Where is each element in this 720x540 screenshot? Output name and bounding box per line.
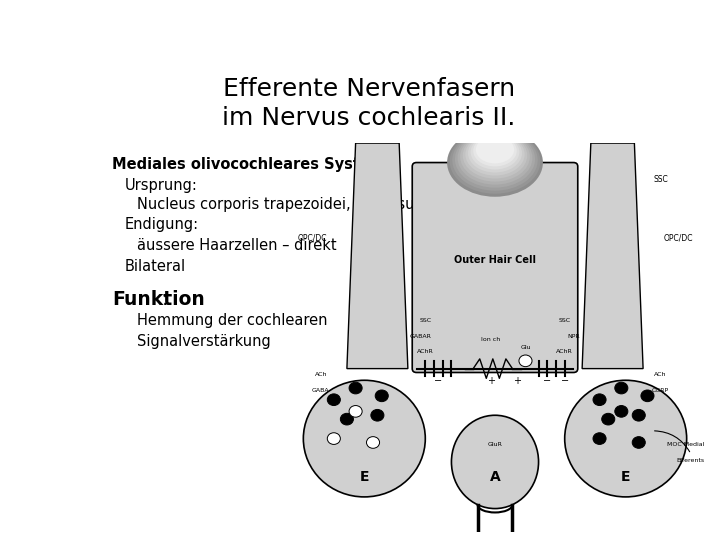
Text: AChR: AChR: [557, 349, 573, 354]
Text: Bilateral: Bilateral: [125, 259, 186, 274]
Text: +: +: [487, 376, 495, 386]
Text: Efferents: Efferents: [676, 458, 704, 463]
Text: ACh: ACh: [315, 373, 327, 377]
Text: +: +: [513, 376, 521, 386]
Text: Glu: Glu: [520, 345, 531, 350]
Ellipse shape: [451, 415, 539, 509]
Ellipse shape: [452, 130, 538, 191]
Circle shape: [593, 433, 606, 444]
Text: Outer Hair Cell: Outer Hair Cell: [454, 255, 536, 265]
Text: Funktion: Funktion: [112, 290, 205, 309]
Text: :: :: [161, 290, 168, 309]
Text: NPR: NPR: [567, 334, 580, 339]
Ellipse shape: [476, 136, 514, 164]
Ellipse shape: [471, 134, 519, 170]
Text: AChR: AChR: [417, 349, 433, 354]
Ellipse shape: [468, 134, 522, 172]
Circle shape: [602, 413, 615, 425]
Text: −: −: [543, 376, 552, 386]
Text: Endigung:: Endigung:: [125, 218, 199, 232]
Circle shape: [615, 406, 628, 417]
Polygon shape: [582, 143, 643, 369]
Text: Ursprung:: Ursprung:: [125, 178, 197, 193]
Circle shape: [632, 437, 645, 448]
Circle shape: [632, 409, 645, 421]
FancyBboxPatch shape: [413, 163, 577, 373]
Circle shape: [328, 394, 341, 406]
Ellipse shape: [303, 380, 426, 497]
Text: A: A: [490, 470, 500, 484]
Text: E: E: [621, 470, 631, 484]
Text: Nucleus corporis trapezoidei, Oliva superior (medialis): Nucleus corporis trapezoidei, Oliva supe…: [137, 197, 536, 212]
Text: OPC/DC: OPC/DC: [297, 233, 327, 242]
Circle shape: [593, 394, 606, 406]
Text: MOC Medial: MOC Medial: [667, 442, 704, 447]
Text: −: −: [434, 376, 442, 386]
Polygon shape: [347, 143, 408, 369]
Circle shape: [349, 406, 362, 417]
Ellipse shape: [447, 129, 543, 197]
Text: CGRP: CGRP: [652, 388, 669, 393]
Circle shape: [341, 413, 354, 425]
Text: Ion ch: Ion ch: [481, 338, 500, 342]
Circle shape: [366, 437, 379, 448]
Text: SSC: SSC: [653, 175, 668, 184]
Circle shape: [371, 409, 384, 421]
Text: SSC: SSC: [559, 318, 571, 323]
Text: GluR: GluR: [487, 442, 503, 447]
Circle shape: [328, 433, 341, 444]
Text: äussere Haarzellen – direkt: äussere Haarzellen – direkt: [137, 238, 336, 253]
Ellipse shape: [564, 380, 687, 497]
Text: SSC: SSC: [419, 318, 431, 323]
Circle shape: [641, 390, 654, 402]
Text: E: E: [359, 470, 369, 484]
Ellipse shape: [473, 136, 517, 166]
Circle shape: [519, 355, 532, 367]
Text: Efferente Nervenfasern
im Nervus cochlearis II.: Efferente Nervenfasern im Nervus cochlea…: [222, 77, 516, 130]
Circle shape: [375, 390, 388, 402]
Ellipse shape: [457, 131, 533, 185]
Ellipse shape: [455, 131, 535, 188]
Text: Mediales olivocochleares System:: Mediales olivocochleares System:: [112, 157, 392, 172]
Text: GABA: GABA: [312, 388, 330, 393]
Circle shape: [349, 382, 362, 394]
Text: Signalverstärkung: Signalverstärkung: [137, 334, 271, 349]
Ellipse shape: [465, 133, 525, 176]
Text: Hemmung der cochlearen: Hemmung der cochlearen: [137, 313, 328, 328]
Text: ACh: ACh: [654, 373, 667, 377]
Ellipse shape: [450, 129, 540, 194]
Text: OPC/DC: OPC/DC: [663, 233, 693, 242]
Text: −: −: [561, 376, 569, 386]
Text: GABAR: GABAR: [410, 334, 432, 339]
Circle shape: [615, 382, 628, 394]
Ellipse shape: [460, 132, 530, 181]
Ellipse shape: [463, 132, 527, 179]
